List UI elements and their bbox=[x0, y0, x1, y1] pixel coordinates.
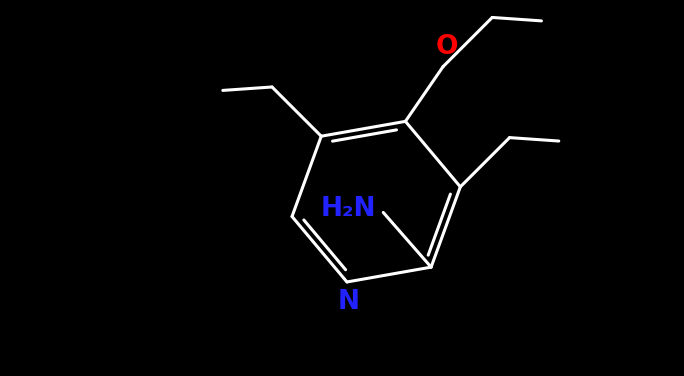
Text: H₂N: H₂N bbox=[321, 196, 376, 222]
Text: O: O bbox=[435, 34, 458, 60]
Text: N: N bbox=[337, 289, 359, 315]
